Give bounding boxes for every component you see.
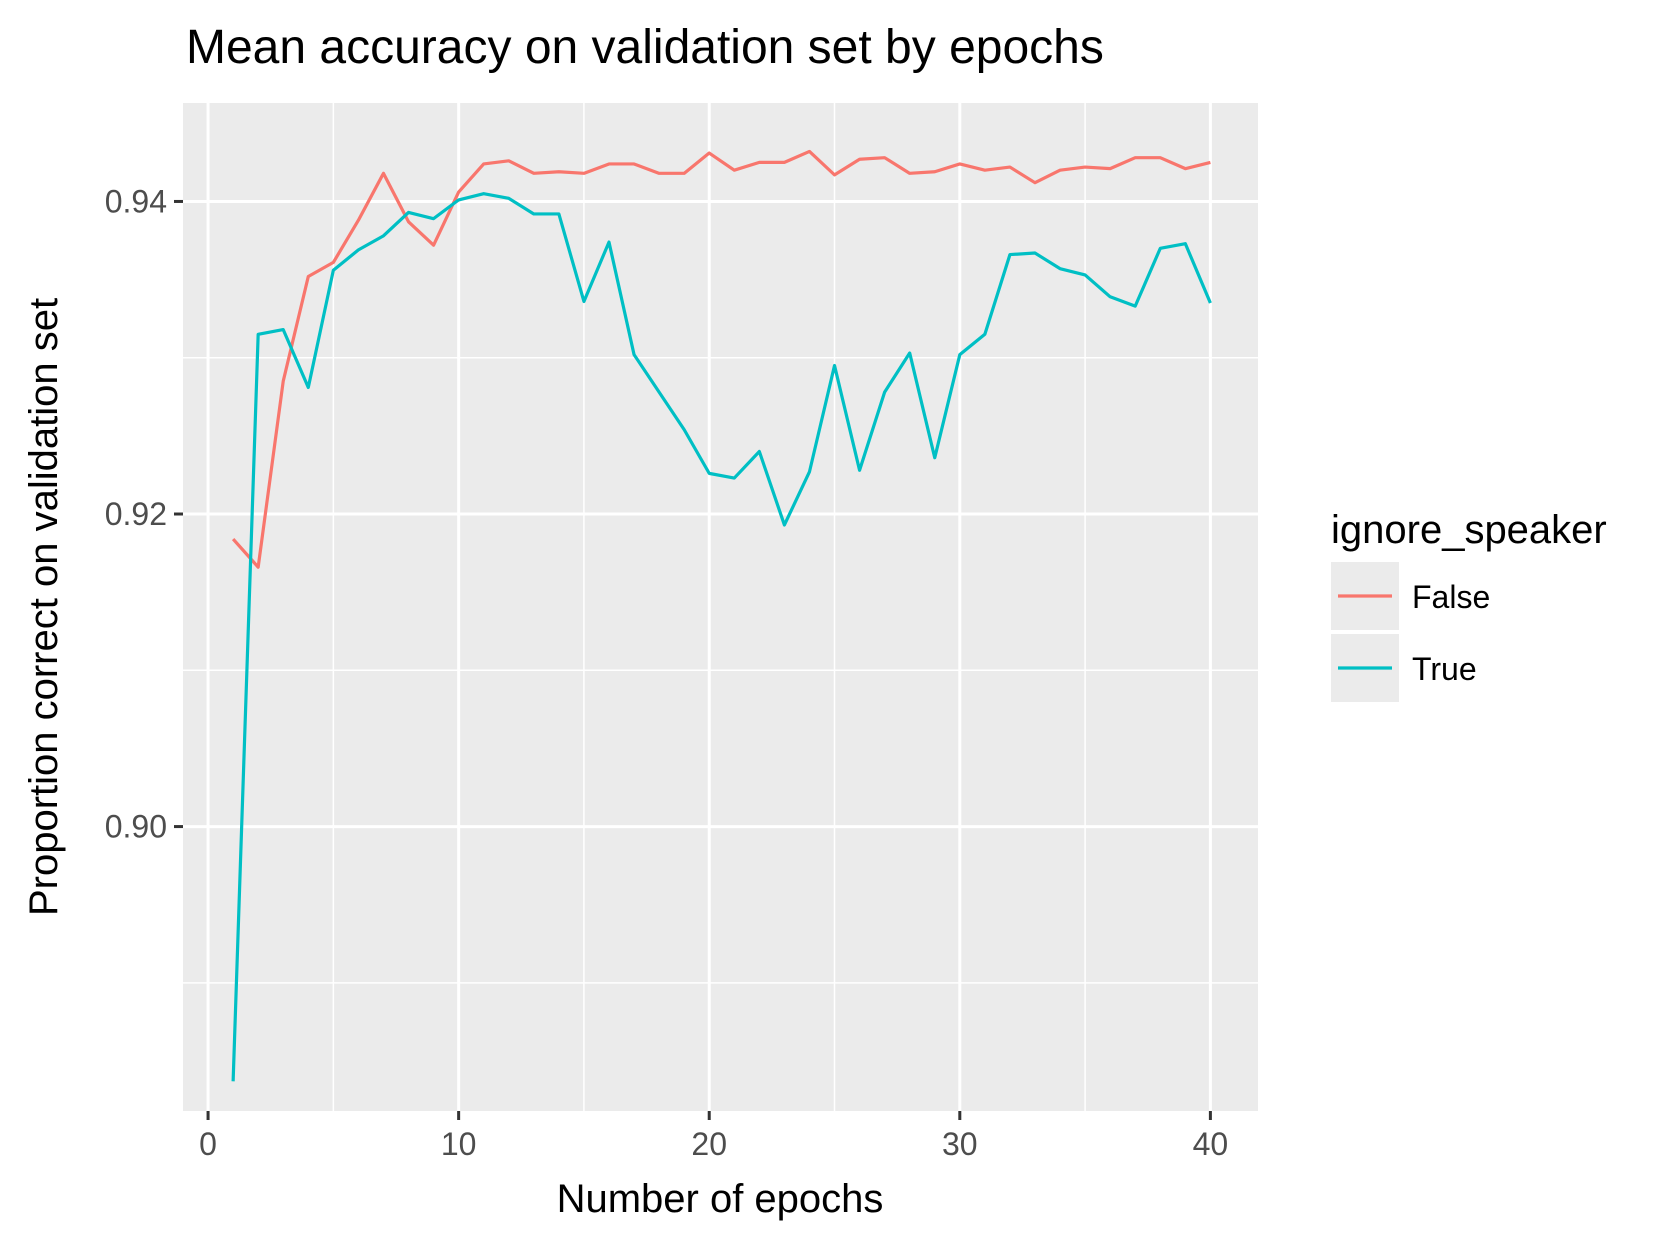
legend-item-true: True (1331, 634, 1477, 702)
legend-items: False True (1331, 562, 1490, 702)
minor-gridlines (183, 103, 1258, 1111)
legend-label: False (1412, 579, 1490, 615)
series-lines (231, 149, 1212, 1082)
y-tick-label: 0.92 (105, 496, 167, 532)
y-axis-title: Proportion correct on validation set (22, 298, 66, 916)
major-gridlines (183, 103, 1258, 1111)
legend: ignore_speaker False True (1331, 508, 1607, 702)
series-line-true (231, 192, 1212, 1082)
legend-label: True (1412, 651, 1477, 687)
x-tick-label: 0 (199, 1126, 217, 1162)
x-axis: 0 10 20 30 40 (199, 1111, 1228, 1162)
x-tick-label: 10 (441, 1126, 477, 1162)
y-axis: 0.90 0.92 0.94 (105, 183, 183, 845)
legend-title: ignore_speaker (1331, 508, 1607, 552)
legend-item-false: False (1331, 562, 1490, 630)
x-tick-label: 20 (691, 1126, 727, 1162)
x-tick-label: 30 (942, 1126, 978, 1162)
x-tick-label: 40 (1193, 1126, 1229, 1162)
chart-title: Mean accuracy on validation set by epoch… (186, 21, 1104, 74)
y-tick-label: 0.90 (105, 809, 167, 845)
y-tick-label: 0.94 (105, 183, 167, 219)
plot-panel (183, 103, 1258, 1111)
x-axis-title: Number of epochs (557, 1177, 884, 1221)
series-line-false (231, 149, 1211, 569)
